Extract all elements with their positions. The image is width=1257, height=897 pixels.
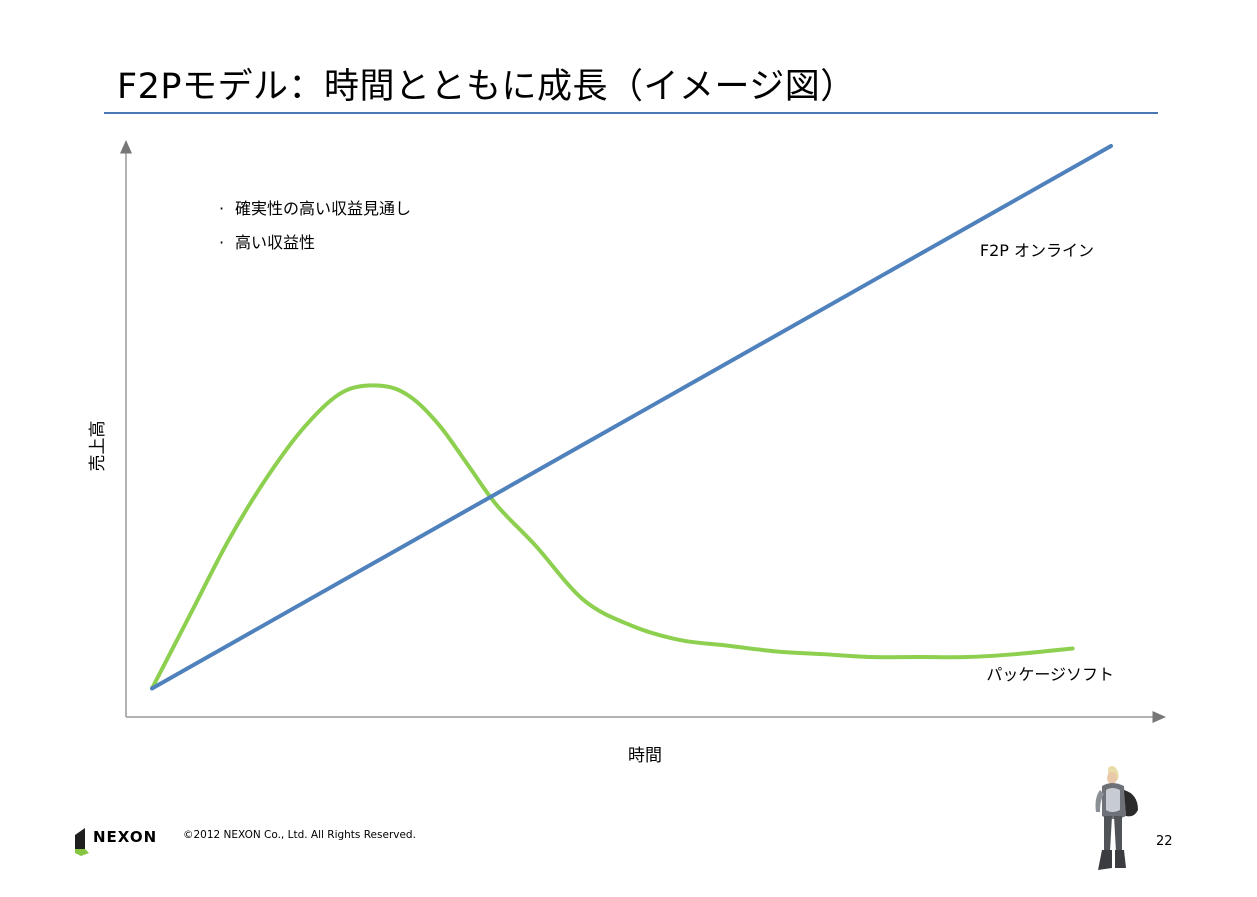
series-line-package-software bbox=[150, 383, 1075, 691]
character-figure-icon bbox=[1095, 766, 1138, 870]
nexon-logo-icon bbox=[75, 828, 89, 856]
series-label-f2p: F2P オンライン bbox=[980, 241, 1094, 260]
series-label-package: パッケージソフト bbox=[986, 665, 1114, 684]
bullet-item: 高い収益性 bbox=[235, 233, 315, 252]
bullet-item: 確実性の高い収益見通し bbox=[235, 199, 411, 218]
brand-name: NEXON bbox=[93, 828, 158, 846]
title-rule bbox=[104, 112, 1158, 114]
bullet-marker: · bbox=[219, 199, 224, 218]
slide-title: F2Pモデル：時間とともに成長（イメージ図） bbox=[117, 67, 856, 107]
bullet-list: · 確実性の高い収益見通し · 高い収益性 bbox=[219, 199, 411, 252]
y-axis-label: 売上高 bbox=[88, 421, 108, 472]
page-number: 22 bbox=[1156, 834, 1173, 849]
copyright-text: ©2012 NEXON Co., Ltd. All Rights Reserve… bbox=[183, 829, 416, 841]
bullet-marker: · bbox=[219, 233, 224, 252]
x-axis-label: 時間 bbox=[628, 746, 662, 766]
series-layer bbox=[150, 144, 1113, 691]
series-line-f2p-online bbox=[150, 144, 1113, 691]
